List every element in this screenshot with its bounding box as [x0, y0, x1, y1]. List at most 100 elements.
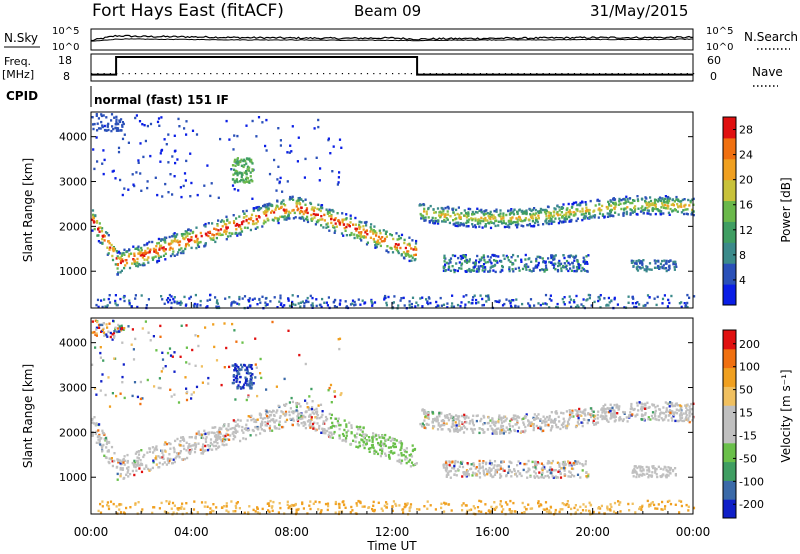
scatter-cell	[442, 303, 446, 306]
scatter-cell	[463, 416, 466, 420]
scatter-cell	[402, 453, 405, 457]
scatter-cell	[140, 470, 144, 474]
scatter-cell	[494, 470, 497, 474]
scatter-cell	[676, 404, 680, 407]
scatter-cell	[269, 429, 272, 432]
scatter-cell	[679, 419, 682, 422]
scatter-cell	[487, 214, 490, 218]
scatter-cell	[106, 503, 109, 507]
scatter-cell	[431, 421, 434, 424]
scatter-cell	[362, 236, 365, 239]
scatter-cell	[266, 416, 269, 420]
scatter-cell	[423, 412, 426, 415]
scatter-cell	[565, 259, 569, 263]
scatter-cell	[452, 305, 456, 308]
scatter-cell	[548, 297, 551, 301]
scatter-cell	[518, 209, 521, 212]
scatter-cell	[581, 201, 584, 204]
scatter-cell	[326, 222, 329, 225]
scatter-cell	[420, 424, 424, 428]
scatter-cell	[225, 509, 228, 512]
scatter-cell	[245, 171, 248, 174]
scatter-cell	[186, 234, 189, 238]
scatter-cell	[628, 414, 631, 417]
scatter-cell	[126, 471, 129, 474]
scatter-cell	[475, 298, 478, 302]
scatter-cell	[493, 508, 497, 511]
scatter-cell	[273, 211, 276, 214]
scatter-cell	[431, 427, 435, 430]
scatter-cell	[344, 229, 347, 232]
scatter-cell	[102, 149, 105, 152]
scatter-cell	[601, 204, 604, 208]
scatter-cell	[204, 244, 207, 247]
scatter-cell	[605, 205, 608, 209]
scatter-cell	[509, 260, 512, 263]
scatter-cell	[176, 507, 179, 510]
scatter-cell	[295, 511, 298, 514]
scatter-cell	[562, 465, 565, 468]
scatter-cell	[680, 305, 683, 309]
scatter-cell	[662, 468, 665, 471]
nave-dot	[291, 73, 293, 75]
scatter-cell	[566, 420, 570, 423]
scatter-cell	[646, 301, 649, 305]
scatter-cell	[381, 236, 384, 239]
scatter-cell	[653, 204, 656, 207]
scatter-cell	[603, 215, 606, 218]
scatter-cell	[492, 423, 495, 426]
scatter-cell	[361, 505, 364, 508]
scatter-cell	[496, 465, 499, 468]
scatter-cell	[174, 439, 177, 443]
scatter-cell	[614, 202, 617, 205]
scatter-cell	[526, 223, 529, 227]
scatter-cell	[354, 303, 357, 306]
scatter-cell	[446, 218, 449, 221]
scatter-cell	[578, 413, 581, 417]
scatter-cell	[612, 201, 615, 205]
scatter-cell	[108, 248, 111, 251]
scatter-cell	[494, 270, 497, 274]
nave-dot	[486, 73, 488, 75]
scatter-cell	[365, 229, 368, 232]
scatter-cell	[231, 232, 234, 235]
scatter-cell	[354, 227, 357, 230]
scatter-cell	[654, 406, 657, 409]
scatter-cell	[176, 239, 179, 242]
scatter-cell	[180, 436, 183, 439]
scatter-cell	[558, 510, 561, 514]
scatter-cell	[213, 431, 216, 435]
scatter-cell	[572, 415, 575, 418]
scatter-cell	[299, 198, 302, 201]
scatter-cell	[478, 431, 481, 435]
scatter-cell	[467, 211, 470, 214]
scatter-cell	[425, 212, 428, 216]
scatter-cell	[463, 209, 466, 212]
scatter-cell	[413, 247, 417, 251]
scatter-cell	[115, 129, 118, 132]
scatter-cell	[530, 421, 533, 424]
scatter-cell	[127, 141, 130, 144]
scatter-cell	[573, 256, 576, 260]
scatter-cell	[295, 202, 298, 205]
scatter-cell	[641, 205, 644, 208]
scatter-cell	[134, 247, 137, 250]
scatter-cell	[482, 212, 485, 216]
scatter-cell	[313, 127, 316, 130]
freq-left-tick-top: 18	[58, 54, 72, 67]
scatter-cell	[271, 429, 274, 432]
scatter-cell	[101, 237, 104, 241]
scatter-cell	[554, 511, 557, 514]
scatter-cell	[392, 438, 395, 442]
scatter-cell	[120, 118, 123, 121]
scatter-cell	[164, 182, 167, 186]
scatter-cell	[321, 297, 324, 301]
scatter-cell	[310, 418, 313, 421]
scatter-cell	[632, 264, 635, 268]
nave-dot	[341, 73, 344, 75]
scatter-cell	[456, 428, 459, 431]
scatter-cell	[345, 431, 348, 434]
scatter-cell	[352, 223, 355, 226]
scatter-cell	[623, 208, 626, 211]
scatter-cell	[634, 302, 637, 305]
